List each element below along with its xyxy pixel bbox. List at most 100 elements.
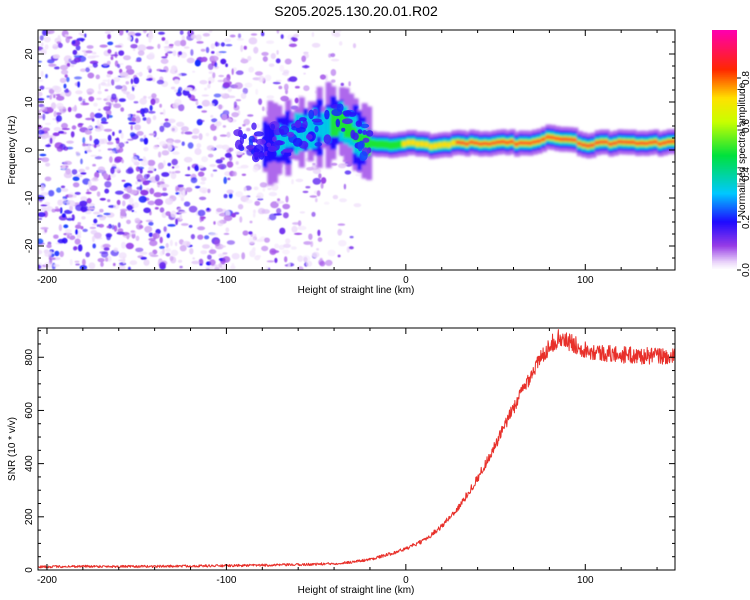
noise-speckle xyxy=(294,97,299,104)
noise-speckle xyxy=(292,222,300,225)
noise-speckle xyxy=(242,87,248,95)
signal-band-cell xyxy=(433,143,440,149)
colorbar-step xyxy=(712,216,737,219)
signal-band-cell xyxy=(550,136,556,139)
colorbar-step xyxy=(712,226,737,229)
noise-speckle xyxy=(135,247,144,253)
noise-speckle xyxy=(165,197,174,205)
noise-speckle xyxy=(297,94,304,97)
noise-speckle xyxy=(162,108,166,116)
noise-speckle xyxy=(288,43,297,48)
colorbar-step xyxy=(712,162,737,165)
noise-speckle xyxy=(319,257,323,261)
noise-speckle xyxy=(301,55,307,63)
noise-speckle xyxy=(195,185,201,189)
signal-band-cell xyxy=(437,142,444,148)
noise-speckle xyxy=(231,263,235,267)
noise-speckle xyxy=(174,40,182,47)
noise-speckle xyxy=(91,51,97,55)
noise-speckle xyxy=(45,162,51,167)
transition-blob xyxy=(286,131,295,138)
noise-speckle xyxy=(245,199,253,204)
noise-speckle xyxy=(169,239,173,247)
noise-speckle xyxy=(130,78,134,85)
noise-speckle xyxy=(143,207,151,214)
noise-speckle xyxy=(165,252,171,257)
colorbar-step xyxy=(712,84,737,87)
colorbar-step xyxy=(712,214,737,217)
noise-speckle xyxy=(100,261,104,267)
transition-blob xyxy=(253,131,264,137)
noise-speckle xyxy=(276,30,280,34)
signal-band-cell xyxy=(576,142,583,145)
noise-speckle xyxy=(248,231,253,235)
noise-speckle xyxy=(201,110,208,113)
noise-speckle xyxy=(223,215,233,222)
noise-speckle xyxy=(98,108,101,112)
noise-speckle xyxy=(276,200,285,204)
colorbar-step xyxy=(712,244,737,247)
noise-speckle xyxy=(276,50,279,55)
noise-speckle xyxy=(136,131,144,136)
signal-band-cell xyxy=(559,137,565,141)
noise-speckle xyxy=(96,191,101,197)
noise-speckle xyxy=(211,118,218,123)
noise-speckle xyxy=(217,79,224,83)
noise-speckle xyxy=(248,237,256,245)
noise-speckle xyxy=(129,260,138,266)
noise-speckle xyxy=(46,107,54,113)
colorbar-step xyxy=(712,210,737,213)
signal-band-cell xyxy=(630,140,637,144)
noise-speckle xyxy=(44,87,53,90)
noise-speckle xyxy=(56,95,65,101)
noise-speckle xyxy=(224,38,231,43)
noise-speckle xyxy=(54,250,60,257)
noise-speckle xyxy=(229,34,236,38)
signal-band-cell xyxy=(491,141,498,145)
noise-speckle xyxy=(71,106,77,112)
noise-speckle xyxy=(212,169,218,172)
noise-speckle xyxy=(337,223,346,226)
noise-speckle xyxy=(165,243,169,248)
x-tick-label: 100 xyxy=(577,275,594,286)
noise-speckle xyxy=(99,197,106,201)
noise-speckle xyxy=(140,159,149,167)
noise-speckle xyxy=(309,195,318,198)
colorbar-label: Normalized spectral amplitude xyxy=(737,82,748,217)
noise-speckle xyxy=(139,251,148,255)
noise-speckle xyxy=(166,140,174,148)
colorbar-step xyxy=(712,160,737,163)
noise-speckle xyxy=(133,77,140,84)
noise-speckle xyxy=(110,102,114,106)
noise-speckle xyxy=(338,240,347,247)
noise-speckle xyxy=(192,70,196,73)
signal-band-cell xyxy=(415,141,422,147)
noise-speckle xyxy=(147,170,154,174)
colorbar-step xyxy=(712,78,737,81)
noise-speckle xyxy=(190,34,197,39)
noise-speckle xyxy=(141,114,145,117)
noise-speckle xyxy=(42,30,48,36)
noise-speckle xyxy=(268,213,277,221)
noise-speckle xyxy=(352,43,357,49)
noise-speckle xyxy=(215,159,223,164)
noise-speckle xyxy=(107,148,113,151)
noise-speckle xyxy=(97,258,105,263)
noise-speckle xyxy=(56,102,64,110)
noise-speckle xyxy=(125,65,132,70)
colorbar-step xyxy=(712,134,737,137)
noise-speckle xyxy=(243,45,247,50)
noise-speckle xyxy=(178,211,187,214)
noise-speckle xyxy=(161,212,167,218)
noise-speckle xyxy=(348,81,351,87)
colorbar-step xyxy=(712,224,737,227)
signal-band-cell xyxy=(621,140,628,144)
noise-speckle xyxy=(234,82,243,90)
noise-speckle xyxy=(75,224,82,229)
noise-speckle xyxy=(59,64,69,71)
noise-speckle xyxy=(110,173,117,178)
y-tick-label: 200 xyxy=(24,508,35,525)
transition-blob xyxy=(292,137,303,147)
transition-blob xyxy=(357,141,363,152)
